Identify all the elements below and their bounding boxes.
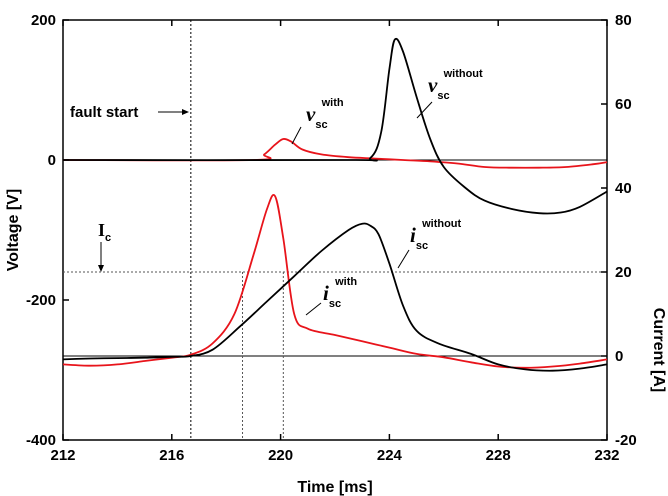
y-tick-label: -200: [26, 292, 56, 309]
i-without-label: iscwithout: [410, 218, 462, 252]
i-with-pointer: [305, 302, 322, 316]
y2-tick-label: -20: [615, 432, 637, 449]
y2-axis-title: Current [A]: [650, 308, 667, 392]
ic-arrowhead: [98, 265, 104, 272]
v-with-pointer: [291, 126, 302, 145]
y2-tick-label: 80: [615, 12, 632, 29]
ic-annotation: Ic: [98, 220, 111, 272]
v-without-label: vscwithout: [428, 68, 483, 102]
i-without-annotation: iscwithout: [397, 218, 462, 269]
y-axis-title: Voltage [V]: [5, 189, 22, 271]
series-line-i-sc-without: [62, 222, 608, 372]
x-tick-label: 224: [377, 447, 403, 464]
y-tick-label: 200: [31, 12, 56, 29]
i-with-label: iscwith: [323, 276, 357, 310]
i-without-pointer: [397, 249, 410, 269]
x-tick-label: 216: [159, 447, 184, 464]
y-tick-label: -400: [26, 432, 56, 449]
y2-tick-label: 0: [615, 348, 623, 365]
v-with-label: vscwith: [306, 97, 344, 131]
fault-start-arrowhead: [182, 109, 189, 115]
x-tick-label: 228: [486, 447, 511, 464]
x-axis-title: Time [ms]: [297, 479, 372, 496]
series-line-v-sc-with: [62, 138, 608, 169]
guide-lines: [63, 20, 607, 440]
x-tick-label: 232: [594, 447, 619, 464]
i-with-annotation: iscwith: [305, 276, 357, 316]
fault-start-annotation: fault start: [70, 104, 189, 121]
x-tick-label: 220: [268, 447, 293, 464]
y-tick-label: 0: [48, 152, 56, 169]
plot-frame: [62, 19, 608, 441]
series-layer: [62, 37, 608, 372]
ic-label: Ic: [98, 220, 111, 244]
y2-tick-label: 40: [615, 180, 632, 197]
ticks-layer: 212 216 220 224 228 232-400-2000200-200204060…: [26, 12, 637, 464]
x-tick-label: 212: [50, 447, 75, 464]
v-with-annotation: vscwith: [291, 97, 344, 145]
fault-start-label: fault start: [70, 104, 138, 121]
v-without-annotation: vscwithout: [416, 68, 483, 119]
series-line-v-sc-without: [62, 37, 608, 215]
y2-tick-label: 20: [615, 264, 632, 281]
y2-tick-label: 60: [615, 96, 632, 113]
v-without-pointer: [416, 101, 433, 119]
